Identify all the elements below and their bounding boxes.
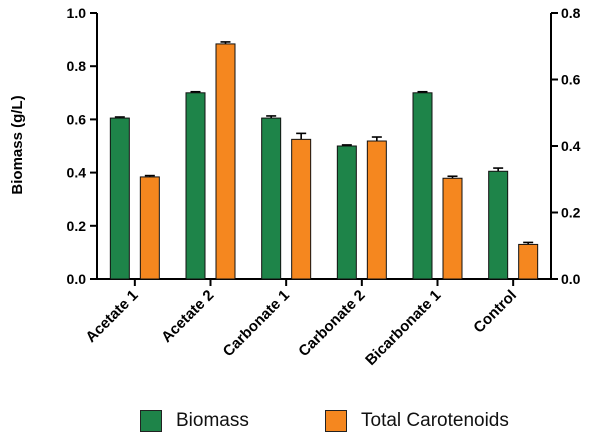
legend-item-biomass: Biomass bbox=[140, 410, 249, 432]
left-tick-label: 1.0 bbox=[67, 5, 87, 21]
legend-label-biomass: Biomass bbox=[176, 410, 249, 431]
left-tick-label: 0.2 bbox=[67, 218, 87, 234]
category-label: Acetate 2 bbox=[158, 287, 217, 346]
bar-total-carotenoids bbox=[518, 243, 539, 280]
category-label: Control bbox=[470, 287, 520, 337]
bar-total-carotenoids bbox=[291, 138, 312, 280]
right-tick-label: 0.6 bbox=[561, 72, 581, 88]
category-label: Carbonate 2 bbox=[295, 287, 368, 360]
right-y-axis: 0.0 0.2 0.4 0.6 0.8 bbox=[550, 5, 581, 287]
legend-swatch-total-carotenoids bbox=[325, 410, 347, 432]
bar-chart: 0.0 0.2 0.4 0.6 0.8 1.0 0.0 0.2 0.4 0.6 0.8 Aceta… bbox=[9, 5, 581, 369]
bar-biomass bbox=[109, 117, 130, 280]
bar-total-carotenoids bbox=[366, 140, 387, 280]
category-label: Bicarbonate 1 bbox=[362, 287, 444, 369]
bar-series-group bbox=[109, 41, 539, 280]
right-tick-label: 0.0 bbox=[561, 271, 581, 287]
legend-swatch-biomass bbox=[140, 410, 162, 432]
category-label: Carbonate 1 bbox=[220, 287, 293, 360]
left-y-axis: 0.0 0.2 0.4 0.6 0.8 1.0 bbox=[67, 5, 551, 287]
left-tick-label: 0.8 bbox=[67, 58, 87, 74]
legend-item-total-carotenoids: Total Carotenoids bbox=[325, 410, 509, 432]
bar-total-carotenoids bbox=[215, 43, 236, 280]
category-label: Acetate 1 bbox=[82, 287, 141, 346]
bar-total-carotenoids bbox=[442, 177, 463, 280]
left-tick-label: 0.0 bbox=[67, 271, 87, 287]
right-tick-label: 0.2 bbox=[561, 205, 581, 221]
bar-biomass bbox=[412, 92, 433, 280]
bar-biomass bbox=[185, 92, 206, 280]
bar-biomass bbox=[261, 117, 282, 280]
right-tick-label: 0.8 bbox=[561, 5, 581, 21]
left-tick-label: 0.6 bbox=[67, 111, 87, 127]
y-axis-title: Biomass (g/L) bbox=[9, 95, 26, 194]
category-labels: Acetate 1 Acetate 2 Carbonate 1 Carbonate 2… bbox=[82, 279, 520, 369]
right-tick-label: 0.4 bbox=[561, 138, 581, 154]
chart-legend: Biomass Total Carotenoids bbox=[0, 410, 595, 440]
bar-biomass bbox=[488, 170, 509, 280]
legend-label-total-carotenoids: Total Carotenoids bbox=[361, 410, 509, 431]
left-tick-label: 0.4 bbox=[67, 165, 87, 181]
bar-total-carotenoids bbox=[139, 176, 160, 280]
bar-biomass bbox=[336, 145, 357, 280]
